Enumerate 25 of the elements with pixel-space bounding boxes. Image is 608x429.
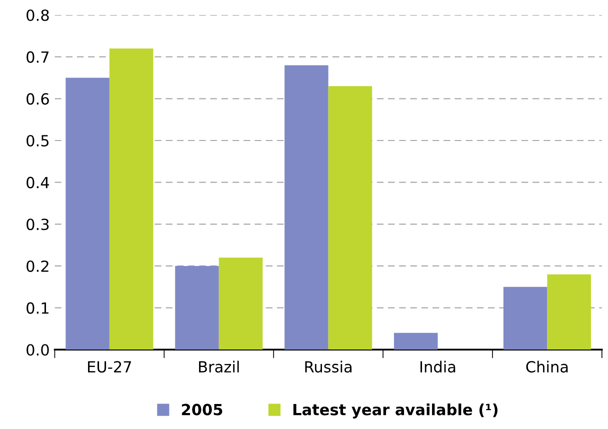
bar bbox=[66, 78, 110, 350]
y-tick-label: 0.7 bbox=[26, 51, 49, 63]
bar bbox=[394, 332, 438, 350]
bar bbox=[503, 286, 548, 350]
legend-label: Latest year available (¹) bbox=[293, 404, 498, 418]
x-tick-label: Russia bbox=[305, 360, 352, 373]
y-tick-label: 0.5 bbox=[26, 134, 49, 147]
bar bbox=[328, 86, 372, 350]
x-tick-label: Brazil bbox=[199, 360, 239, 373]
y-tick-label: 0.1 bbox=[26, 302, 48, 314]
bar bbox=[547, 274, 591, 350]
y-tick-label: 0.4 bbox=[26, 176, 49, 188]
y-tick-label: 0.3 bbox=[26, 218, 49, 230]
bar bbox=[109, 48, 154, 350]
bar bbox=[175, 266, 219, 350]
x-tick-label: India bbox=[420, 360, 456, 373]
legend-label: 2005 bbox=[182, 404, 222, 416]
y-tick-label: 0.2 bbox=[26, 260, 48, 272]
y-tick-label: 0.8 bbox=[26, 9, 49, 22]
x-tick-label: EU-27 bbox=[88, 361, 132, 373]
y-tick-label: 0.6 bbox=[26, 93, 49, 105]
x-tick-label: China bbox=[526, 360, 568, 373]
y-tick-label: 0.0 bbox=[26, 344, 49, 356]
bar bbox=[284, 65, 328, 350]
bar bbox=[218, 258, 263, 350]
